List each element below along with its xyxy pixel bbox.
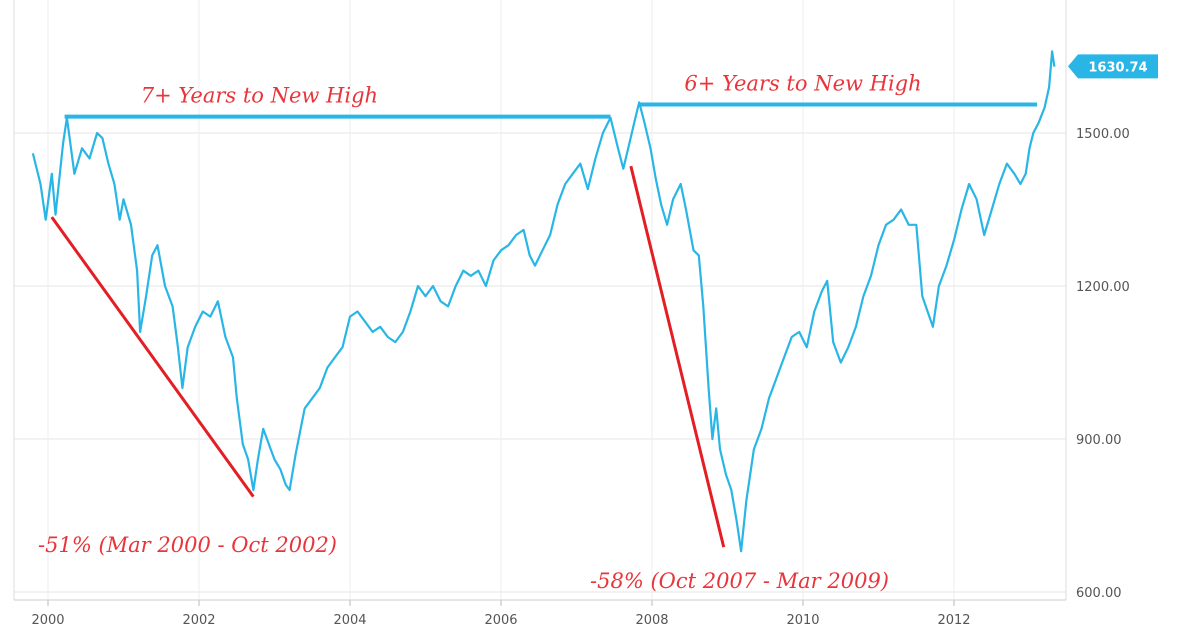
drawdown-line [629,165,726,548]
x-tick-label: 2000 [31,613,64,628]
chart-annotations: 1630.74 7+ Years to New High 6+ Years to N… [38,54,1158,593]
y-tick-label: 900.00 [1076,433,1122,448]
x-tick-label: 2006 [484,613,517,628]
price-series [31,50,1056,553]
price-line [31,50,1056,553]
drawdown-line [50,216,255,498]
new-high-label: 7+ Years to New High [141,84,378,108]
drawdown-label: -51% (Mar 2000 - Oct 2002) [38,533,337,557]
x-tick-label: 2012 [937,613,970,628]
y-tick-label: 1200.00 [1076,280,1130,295]
chart-grid [14,0,1066,600]
x-tick-label: 2002 [182,613,215,628]
chart-axes: 1500.00 1200.00 900.00 600.00 2000 2002 2004 20… [13,0,1130,628]
x-tick-label: 2004 [333,613,366,628]
drawdown-label: -58% (Oct 2007 - Mar 2009) [590,569,889,593]
y-tick-label: 600.00 [1076,586,1122,601]
last-value-tag [1068,54,1158,79]
y-tick-label: 1500.00 [1076,127,1130,142]
last-value-label: 1630.74 [1088,60,1147,75]
new-high-label: 6+ Years to New High [684,71,921,95]
x-tick-label: 2008 [635,613,668,628]
x-tick-label: 2010 [786,613,819,628]
